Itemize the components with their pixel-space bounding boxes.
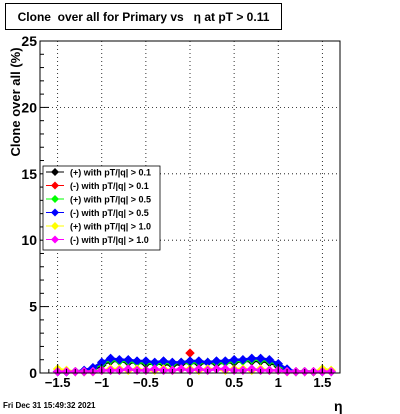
y-tick-label: 10 <box>21 232 37 248</box>
x-tick-label: −1 <box>94 375 109 390</box>
legend-label: (+) with pT/|q| > 0.5 <box>70 195 151 205</box>
legend-marker <box>51 208 59 217</box>
legend-label: (-) with pT/|q| > 0.1 <box>70 181 149 191</box>
y-axis-label: Clone over all (%) <box>8 47 23 156</box>
x-tick-label: 1 <box>275 375 282 390</box>
legend-label: (+) with pT/|q| > 1.0 <box>70 222 151 232</box>
legend-label: (-) with pT/|q| > 1.0 <box>70 235 149 245</box>
legend-marker <box>51 195 59 203</box>
y-tick-label: 5 <box>29 299 37 315</box>
legend-marker <box>51 235 59 244</box>
timestamp: Fri Dec 31 15:49:32 2021 <box>3 401 96 410</box>
chart-title: Clone over all for Primary vs η at pT > … <box>5 3 282 30</box>
x-axis-label: η <box>334 398 343 414</box>
axis-ticks <box>39 40 341 374</box>
y-tick-label: 25 <box>21 33 37 49</box>
y-tick-label: 0 <box>29 365 37 381</box>
x-tick-label: 0 <box>186 375 193 390</box>
legend-label: (+) with pT/|q| > 0.1 <box>70 168 151 178</box>
x-tick-label: 0.5 <box>225 375 243 390</box>
y-tick-label: 20 <box>21 99 37 115</box>
data-points <box>52 348 337 377</box>
legend-marker <box>51 168 59 176</box>
series-line <box>57 367 332 373</box>
y-tick-label: 15 <box>21 166 37 182</box>
legend: (+) with pT/|q| > 0.1 (-) with pT/|q| > 0… <box>42 165 161 251</box>
x-tick-label: −0.5 <box>133 375 159 390</box>
grid-lines <box>40 41 340 373</box>
legend-marker <box>51 181 59 190</box>
legend-marker <box>51 222 59 230</box>
legend-label: (-) with pT/|q| > 0.5 <box>70 208 149 218</box>
series-line <box>57 357 332 373</box>
x-tick-label: 1.5 <box>313 375 331 390</box>
legend-box <box>42 165 161 251</box>
axis-tick-labels: −1.5 −1 −0.5 0 0.5 1 1.5 0 5 10 15 20 25 <box>21 33 331 390</box>
x-tick-label: −1.5 <box>45 375 71 390</box>
